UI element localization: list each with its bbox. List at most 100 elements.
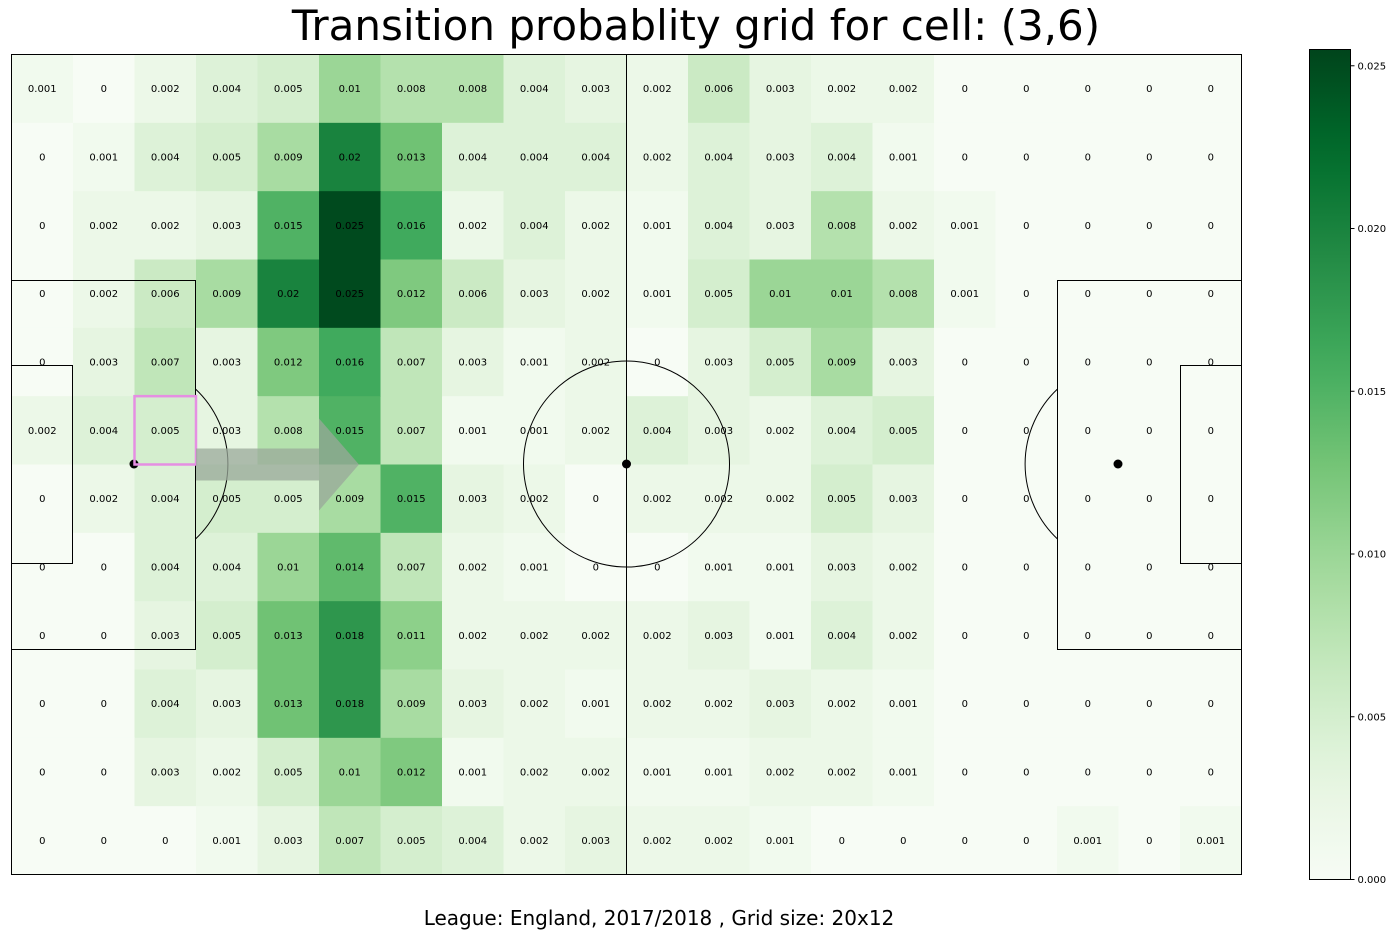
cell-value-label: 0.003	[151, 768, 180, 779]
heatmap-cell	[872, 327, 935, 397]
cell-value-label: 0	[962, 153, 968, 164]
selected-cell-outline	[133, 394, 198, 466]
cell-value-label: 0.004	[151, 699, 180, 710]
cell-value-label: 0.009	[827, 358, 856, 369]
heatmap-cell	[872, 737, 935, 807]
heatmap-cell	[257, 806, 320, 875]
cell-value-label: 0	[1208, 84, 1214, 95]
heatmap-cell	[73, 122, 135, 192]
heatmap-cell	[11, 669, 74, 739]
heatmap-cell	[442, 669, 504, 739]
cell-value-label: 0	[1146, 631, 1152, 642]
cell-value-label: 0.01	[339, 768, 361, 779]
cell-value-label: 0	[1208, 768, 1214, 779]
heatmap-cell	[1118, 191, 1181, 260]
heatmap-cell	[11, 532, 74, 602]
pitch-spots	[129, 459, 1123, 469]
cell-value-label: 0	[593, 494, 599, 505]
heatmap-cell	[934, 737, 996, 807]
cell-value-label: 0	[962, 84, 968, 95]
cell-value-label: 0.002	[643, 494, 672, 505]
cell-value-label: 0	[1023, 221, 1029, 232]
heatmap-cell	[1057, 737, 1119, 807]
cell-value-label: 0.003	[212, 426, 241, 437]
heatmap-cell	[73, 669, 135, 739]
heatmap-cell	[196, 191, 258, 260]
cell-value-label: 0	[39, 289, 45, 300]
heatmap-cell	[442, 464, 504, 534]
heatmap-cell	[1057, 464, 1119, 534]
heatmap-cell	[1180, 396, 1242, 465]
chart-caption: League: England, 2017/2018 , Grid size: …	[423, 906, 895, 930]
cell-value-label: 0.002	[704, 836, 733, 847]
heatmap-cells	[11, 54, 1242, 875]
cell-value-label: 0	[1146, 221, 1152, 232]
heatmap-cell	[11, 601, 74, 670]
heatmap-cell	[688, 737, 750, 807]
heatmap-cell	[380, 259, 443, 329]
heatmap-cell	[811, 396, 873, 465]
heatmap-cell	[995, 327, 1058, 397]
cell-value-label: 0	[1023, 153, 1029, 164]
cell-value-label: 0	[839, 836, 845, 847]
heatmap-cell	[688, 669, 750, 739]
heatmap-cell	[257, 54, 320, 124]
cell-value-label: 0.003	[212, 221, 241, 232]
cell-value-label: 0.004	[520, 84, 549, 95]
heatmap-cell	[626, 259, 689, 329]
cell-value-label: 0.001	[889, 153, 918, 164]
transition-arrow	[196, 418, 359, 511]
heatmap-cell	[626, 191, 689, 260]
cell-value-label: 0.012	[397, 289, 426, 300]
cell-value-label: 0	[1208, 153, 1214, 164]
heatmap-cell	[257, 327, 320, 397]
cell-value-label: 0.003	[889, 358, 918, 369]
cell-value-label: 0.025	[335, 221, 364, 232]
heatmap-cell	[749, 464, 812, 534]
heatmap-cell	[749, 737, 812, 807]
cell-value-label: 0.003	[458, 699, 487, 710]
heatmap-cell	[934, 464, 996, 534]
heatmap-cell	[934, 669, 996, 739]
chart-title: Transition probablity grid for cell: (3,…	[291, 1, 1101, 50]
cell-value-label: 0.001	[520, 426, 549, 437]
cell-value-label: 0.008	[397, 84, 426, 95]
cell-value-label: 0.004	[827, 426, 856, 437]
cell-value-label: 0	[101, 699, 107, 710]
heatmap-cell	[134, 191, 197, 260]
cell-value-label: 0.002	[151, 84, 180, 95]
cell-value-label: 0.003	[766, 221, 795, 232]
colorbar-tick-label: 0.015	[1358, 387, 1387, 398]
cell-value-label: 0.001	[520, 563, 549, 574]
heatmap-cell	[1057, 191, 1119, 260]
heatmap-cell	[1180, 806, 1242, 875]
cell-value-label: 0	[1085, 426, 1091, 437]
heatmap-cell	[319, 54, 381, 124]
heatmap-cell	[11, 191, 74, 260]
heatmap-cell	[73, 532, 135, 602]
cell-value-label: 0	[1208, 289, 1214, 300]
cell-value-label: 0.008	[827, 221, 856, 232]
heatmap-cell	[1180, 464, 1242, 534]
cell-value-label: 0.001	[766, 563, 795, 574]
cell-value-label: 0	[900, 836, 906, 847]
cell-value-label: 0	[1085, 289, 1091, 300]
heatmap-cell	[319, 669, 381, 739]
centre-spot	[622, 459, 631, 469]
cell-value-label: 0	[162, 836, 168, 847]
heatmap-cell	[872, 259, 935, 329]
cell-value-label: 0.002	[581, 221, 610, 232]
heatmap-cell	[872, 532, 935, 602]
cell-value-label: 0.001	[643, 289, 672, 300]
colorbar-tick-label: 0.010	[1358, 550, 1387, 561]
heatmap-cell	[73, 327, 135, 397]
colorbar: 0.000 0.005 0.010 0.015 0.020 0.025	[1309, 49, 1386, 886]
heatmap-cell	[134, 532, 197, 602]
heatmap-cell	[565, 396, 627, 465]
heatmap-cell	[134, 122, 197, 192]
cell-value-label: 0	[1023, 84, 1029, 95]
cell-value-label: 0	[1208, 221, 1214, 232]
cell-value-label: 0.003	[212, 358, 241, 369]
cell-value-label: 0.003	[89, 358, 118, 369]
cell-value-label: 0.005	[212, 153, 241, 164]
